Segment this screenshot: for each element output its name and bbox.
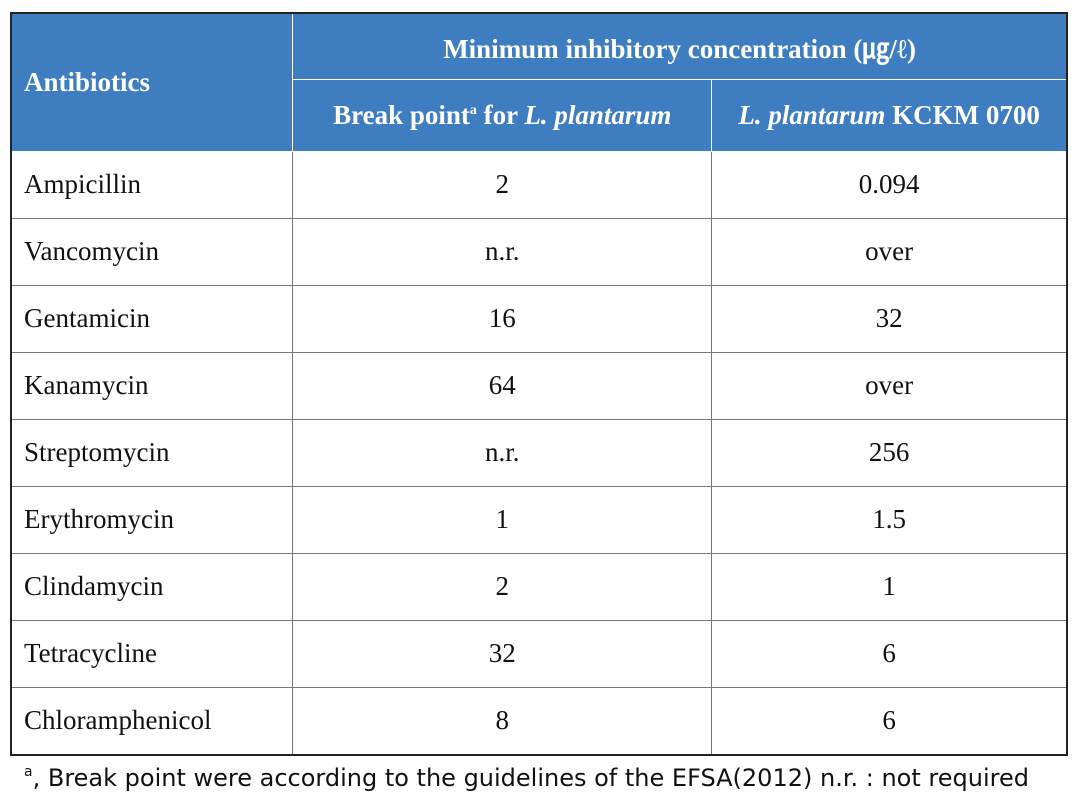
mic-value: 8 — [292, 686, 713, 755]
antibiotic-name: Erythromycin — [10, 485, 294, 554]
table-row: Streptomycin n.r. 256 — [10, 418, 1068, 487]
mic-value: 6 — [711, 619, 1068, 688]
table-row: Vancomycin n.r. over — [10, 217, 1068, 286]
table-row: Gentamicin 16 32 — [10, 284, 1068, 353]
header-text: Minimum inhibitory concentration (㎍/ℓ) — [443, 33, 917, 64]
mic-value: 2 — [292, 150, 713, 219]
antibiotic-name: Tetracycline — [10, 619, 294, 688]
mic-value: n.r. — [292, 418, 713, 487]
header-cell: Break pointa for L. plantarum — [292, 78, 713, 152]
antibiotic-name: Streptomycin — [10, 418, 294, 487]
mic-value: 0.094 — [711, 150, 1068, 219]
table-row: Tetracycline 32 6 — [10, 619, 1068, 688]
mic-value: over — [711, 217, 1068, 286]
header-cell: Minimum inhibitory concentration (㎍/ℓ) — [292, 12, 1068, 80]
table-row: Kanamycin 64 over — [10, 351, 1068, 420]
footnote: a, Break point were according to the gui… — [24, 764, 1029, 792]
header-cell: L. plantarum KCKM 0700 — [711, 78, 1068, 152]
species: L. plantarum — [738, 99, 886, 130]
mic-value: 64 — [292, 351, 713, 420]
mic-value: 16 — [292, 284, 713, 353]
table-row: Ampicillin 2 0.094 — [10, 150, 1068, 219]
mic-value: over — [711, 351, 1068, 420]
mic-value: 32 — [711, 284, 1068, 353]
superscript: a — [24, 764, 33, 780]
mic-value: 32 — [292, 619, 713, 688]
antibiotic-name: Kanamycin — [10, 351, 294, 420]
footnote-text: , Break point were according to the guid… — [32, 764, 1029, 792]
header-text: Break point — [333, 99, 470, 130]
mic-value: 1 — [292, 485, 713, 554]
superscript: a — [469, 102, 477, 118]
antibiotic-name: Chloramphenicol — [10, 686, 294, 755]
mic-table: Antibiotics Minimum inhibitory concentra… — [10, 12, 1068, 756]
table-body: Ampicillin 2 0.094 Vancomycin n.r. over Gentam… — [10, 150, 1068, 755]
antibiotic-name: Clindamycin — [10, 552, 294, 621]
antibiotic-name: Vancomycin — [10, 217, 294, 286]
antibiotic-name: Ampicillin — [10, 150, 294, 219]
mic-value: 256 — [711, 418, 1068, 487]
table-row: Clindamycin 2 1 — [10, 552, 1068, 621]
header-text: Antibiotics — [24, 66, 151, 97]
mic-value: 1 — [711, 552, 1068, 621]
table-row: Chloramphenicol 8 6 — [10, 686, 1068, 755]
mic-value: 2 — [292, 552, 713, 621]
header-text: KCKM 0700 — [892, 99, 1040, 130]
mic-value: 1.5 — [711, 485, 1068, 554]
mic-value: n.r. — [292, 217, 713, 286]
header-cell: Antibiotics — [11, 12, 294, 152]
table-row: Erythromycin 1 1.5 — [10, 485, 1068, 554]
species: L. plantarum — [524, 99, 672, 130]
antibiotic-name: Gentamicin — [10, 284, 294, 353]
mic-value: 6 — [711, 686, 1068, 755]
header-text: for — [483, 99, 518, 130]
